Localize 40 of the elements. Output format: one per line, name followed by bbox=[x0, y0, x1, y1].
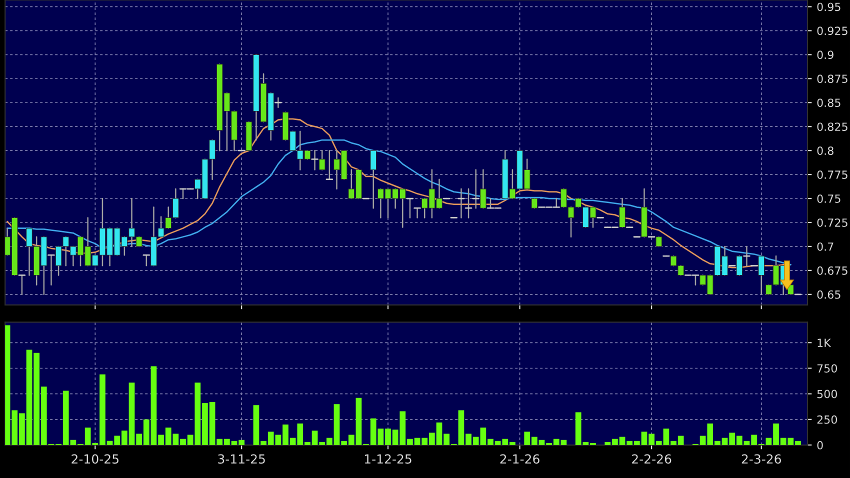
candlestick bbox=[531, 198, 538, 209]
candlestick bbox=[370, 150, 377, 209]
candlestick bbox=[736, 255, 743, 276]
candlestick bbox=[619, 198, 626, 228]
y-tick-label: 750 bbox=[817, 364, 837, 373]
x-tick-label: 2-10-25 bbox=[72, 454, 118, 464]
y-tick-label: 0.95 bbox=[817, 2, 840, 12]
candlestick bbox=[18, 274, 26, 296]
y-tick-label: 0.65 bbox=[817, 290, 840, 299]
y-tick-label: 0.725 bbox=[817, 218, 848, 227]
candlestick bbox=[274, 97, 282, 108]
candlestick bbox=[758, 255, 765, 296]
y-tick-label: 0.825 bbox=[817, 122, 848, 131]
candlestick bbox=[311, 150, 318, 170]
y-tick-label: 0.85 bbox=[817, 98, 840, 107]
y-tick-label: 0.875 bbox=[817, 74, 848, 84]
x-tick-label: 1-12-25 bbox=[364, 454, 412, 464]
x-tick-label: 2-1-26 bbox=[500, 454, 540, 464]
candlestick bbox=[414, 207, 421, 218]
y-tick-label: 0.8 bbox=[817, 146, 834, 155]
x-tick-label: 3-11-25 bbox=[218, 454, 265, 464]
candlestick bbox=[48, 254, 55, 286]
y-tick-label: 250 bbox=[817, 415, 837, 424]
candlestick bbox=[480, 169, 486, 209]
x-tick-label: 2-3-26 bbox=[742, 454, 782, 464]
y-tick-label: 0.75 bbox=[817, 194, 840, 203]
y-tick-label: 500 bbox=[817, 390, 837, 398]
y-tick-label: 0.7 bbox=[817, 242, 834, 251]
y-tick-label: 0.9 bbox=[817, 50, 834, 60]
y-tick-label: 0.675 bbox=[817, 266, 848, 275]
candlestick bbox=[464, 188, 472, 218]
candlestick bbox=[326, 150, 334, 180]
candlestick bbox=[318, 150, 326, 170]
y-tick-label: 0 bbox=[817, 440, 823, 450]
y-tick-label: 0.925 bbox=[817, 26, 848, 36]
y-tick-label: 1K bbox=[818, 338, 832, 347]
candlestick bbox=[142, 254, 150, 266]
y-tick-label: 0.775 bbox=[817, 170, 848, 179]
candlestick bbox=[656, 236, 662, 248]
x-tick-label: 2-2-26 bbox=[632, 454, 672, 464]
